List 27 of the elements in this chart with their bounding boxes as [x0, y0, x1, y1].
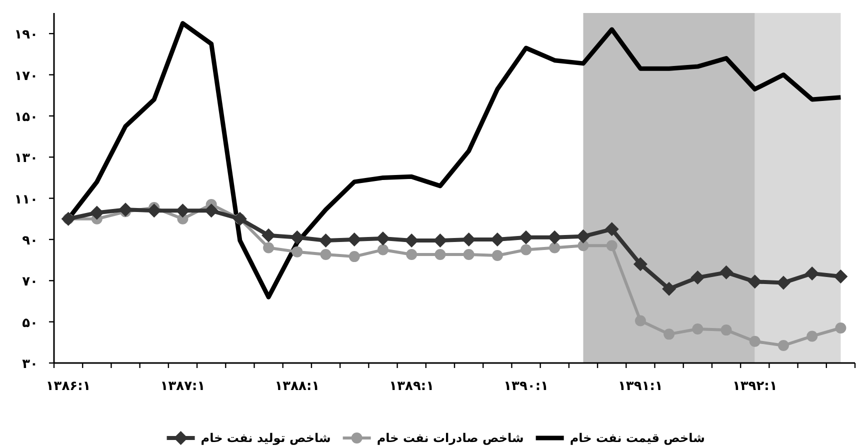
x-tick-label: ۱۳۸۷:۱: [160, 379, 206, 394]
x-tick-label: ۱۳۸۸:۱: [274, 379, 320, 394]
y-tick-label: ۱۷۰: [14, 68, 38, 84]
legend-label: شاخص تولید نفت خام: [200, 431, 331, 445]
y-tick-label: ۱۱۰: [14, 192, 38, 208]
x-tick-label: ۱۳۸۹:۱: [389, 379, 434, 394]
point: [835, 322, 846, 334]
x-tick-label: ۱۳۸۶:۱: [46, 379, 91, 394]
x-tick-label: ۱۳۹۱:۱: [618, 379, 663, 394]
y-tick-label: ۹۰: [22, 233, 38, 248]
y-tick-label: ۱۳۰: [14, 151, 38, 166]
legend-label: شاخص صادرات نفت خام: [376, 431, 524, 445]
point: [778, 340, 789, 351]
point: [749, 336, 760, 347]
legend-label: شاخص قیمت نفت خام: [570, 431, 705, 445]
y-tick-label: ۷۰: [22, 274, 38, 290]
point: [634, 315, 646, 326]
x-tick-label: ۱۳۹۲:۱: [732, 379, 778, 394]
point: [806, 330, 818, 342]
point: [664, 328, 675, 340]
point: [692, 324, 704, 335]
y-tick-label: ۵۰: [22, 316, 38, 331]
point: [720, 324, 732, 336]
x-tick-label: ۱۳۹۰:۱: [504, 379, 548, 394]
y-tick-label: ۱۹۰: [14, 28, 38, 43]
y-tick-label: ۱۵۰: [14, 110, 38, 125]
y-tick-label: ۳۰: [22, 357, 38, 372]
